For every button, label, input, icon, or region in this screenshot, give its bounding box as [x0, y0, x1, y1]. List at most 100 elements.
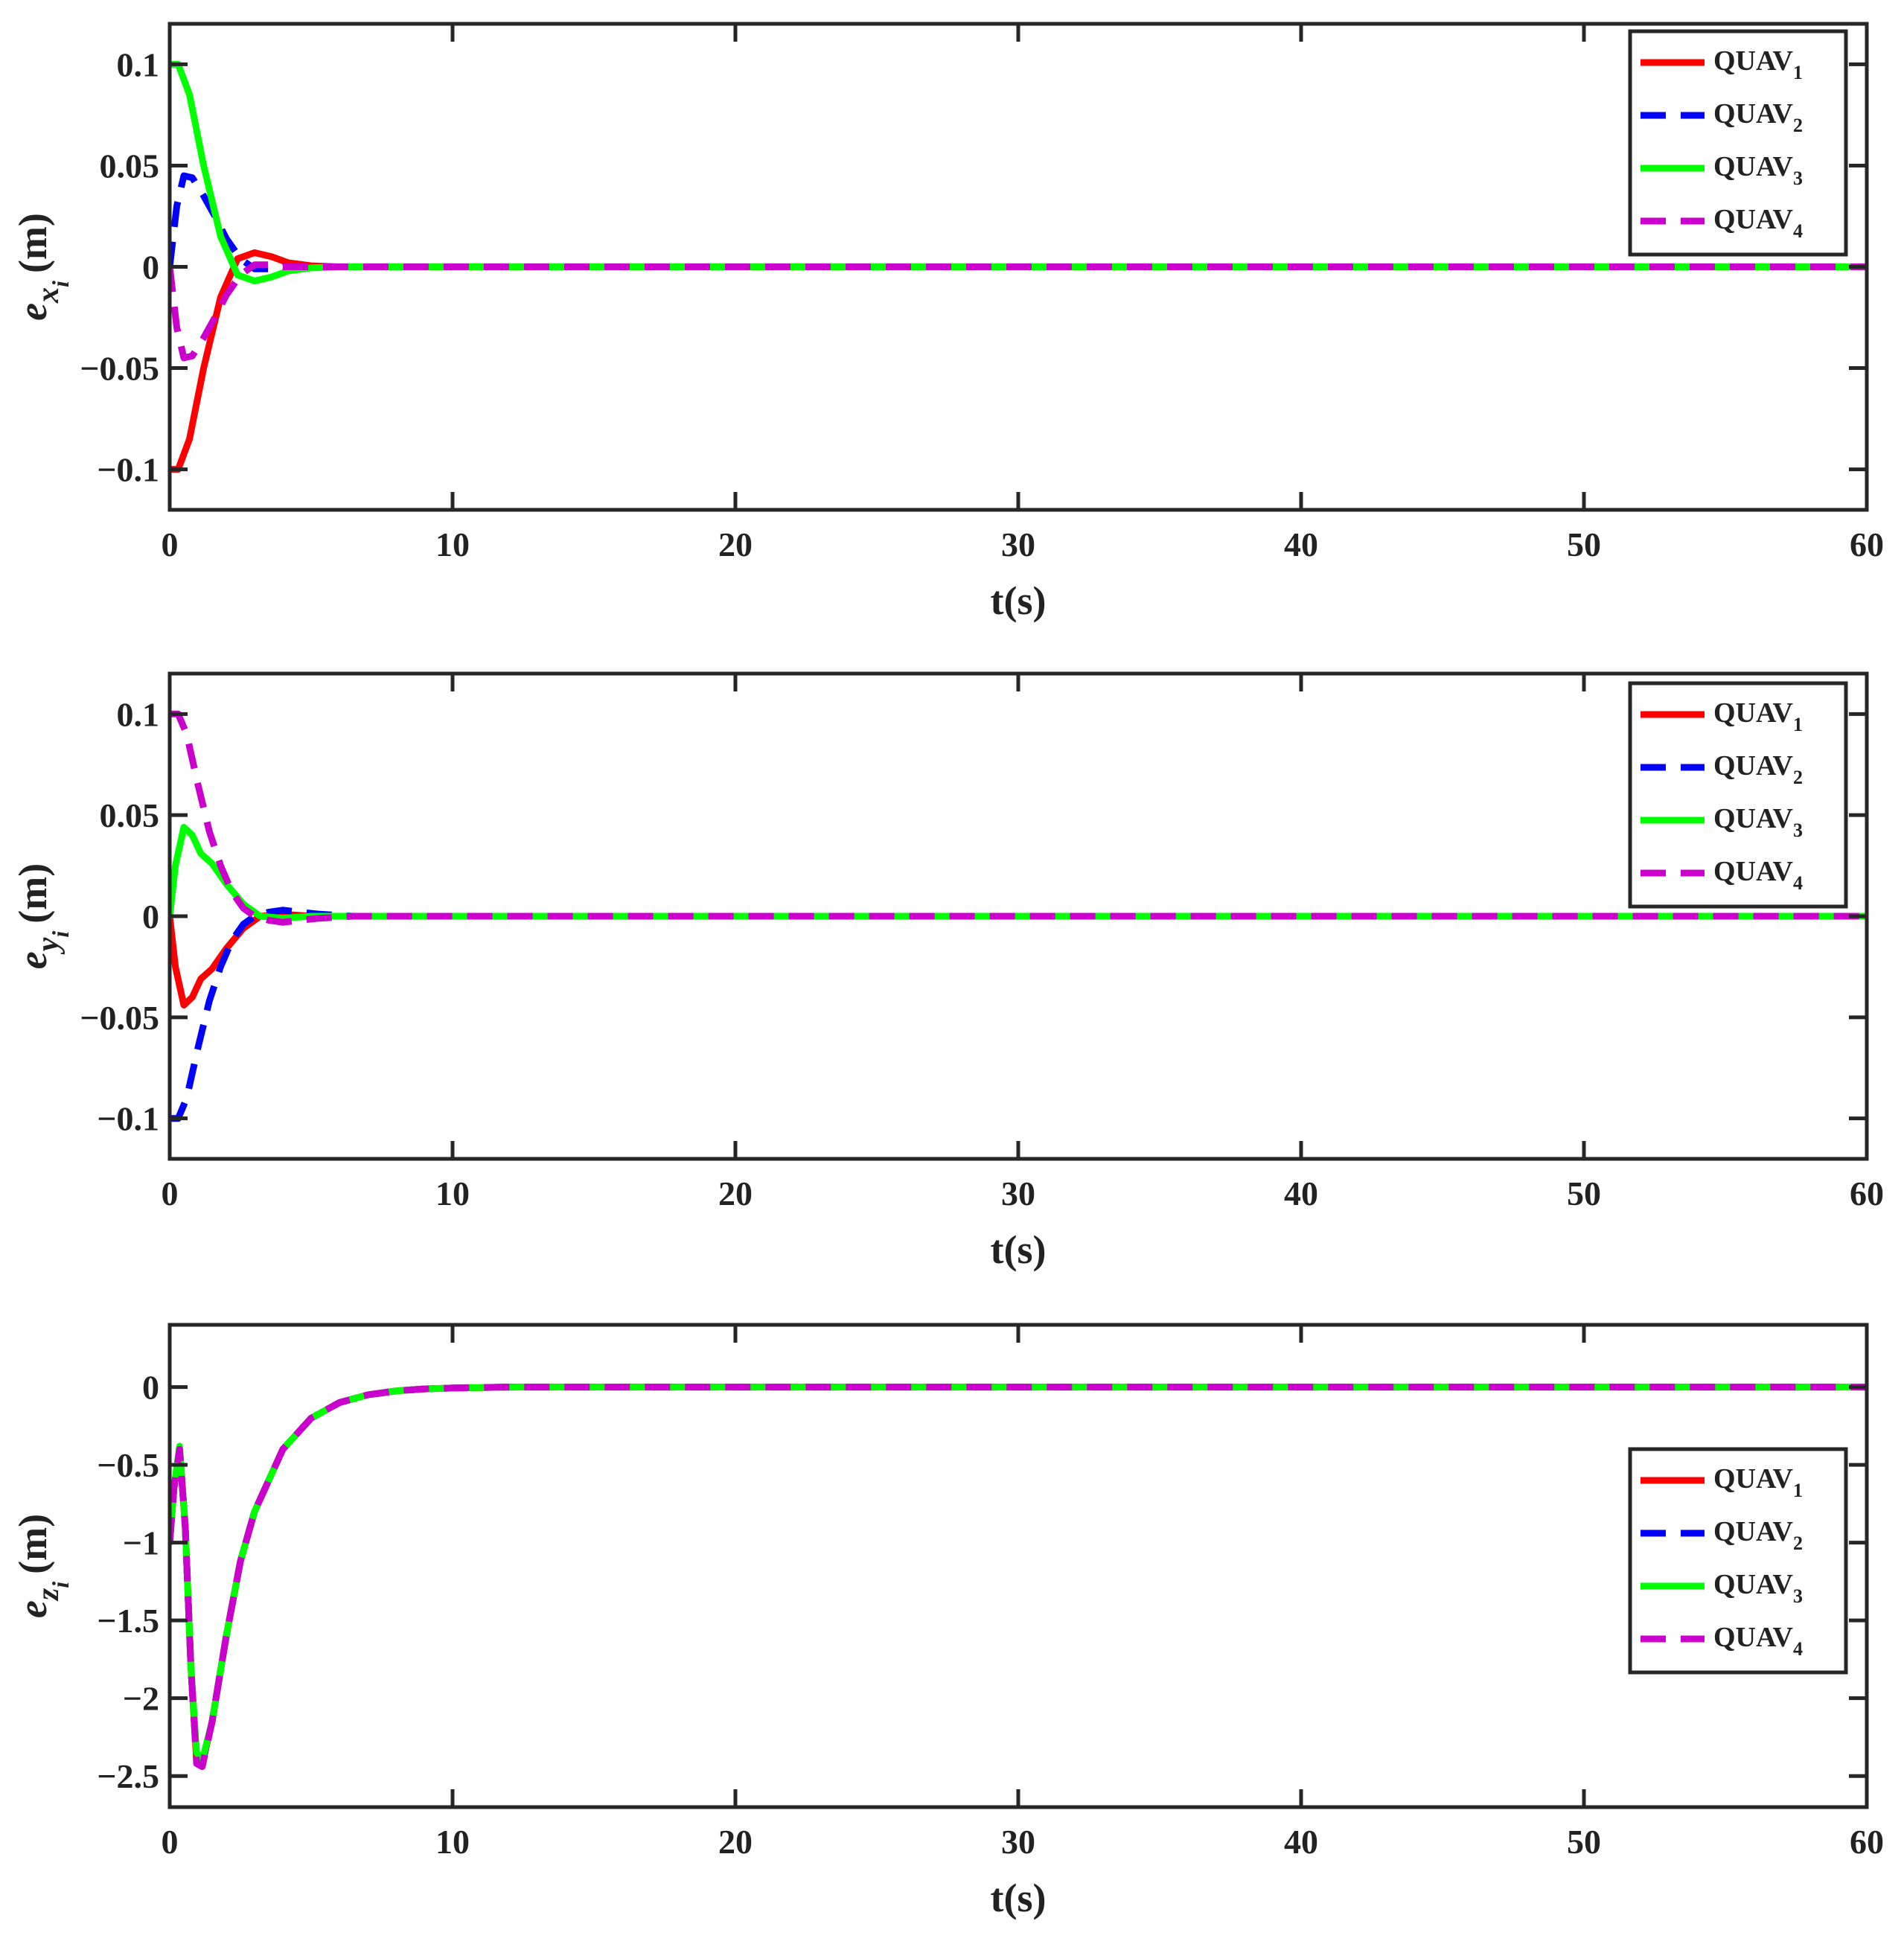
y-tick-label: −0.1 — [97, 451, 159, 489]
x-axis-label: t(s) — [991, 1227, 1047, 1272]
legend-box — [1628, 29, 1848, 257]
y-label-unit: (m) — [10, 213, 55, 273]
x-tick-label: 10 — [435, 1174, 470, 1212]
series-group — [170, 60, 1867, 473]
legend-label-sub: 4 — [1793, 872, 1803, 894]
y-label-subsub: i — [47, 281, 74, 287]
y-label-base: e — [10, 1600, 55, 1618]
legend-box — [1628, 681, 1848, 909]
legend-label-sub: 1 — [1793, 1480, 1803, 1501]
y-axis-label: ezi (m) — [10, 1514, 74, 1618]
legend-label-quav2: QUAV2 — [1713, 1516, 1803, 1554]
y-tick-label: 0.1 — [117, 695, 160, 733]
x-tick-label: 20 — [718, 1174, 753, 1212]
y-label-unit: (m) — [10, 863, 55, 924]
legend-label-name: QUAV — [1713, 1516, 1794, 1547]
y-tick-label: −2.5 — [97, 1757, 159, 1795]
x-tick-label: 50 — [1567, 1174, 1601, 1212]
series-line-quav3 — [170, 1384, 1867, 1764]
legend-label-name: QUAV — [1713, 1463, 1794, 1495]
chart-panel-1: 0 10 20 30 40 50 60 −0.1 −0.05 0 0.05 0.1 t(s) exi (m)… — [10, 22, 1884, 623]
legend-label-name: QUAV — [1713, 45, 1794, 77]
series-line-quav2 — [170, 1384, 1867, 1767]
legend-label-quav2: QUAV2 — [1713, 98, 1803, 136]
legend-label-quav2: QUAV2 — [1713, 750, 1803, 788]
legend-label-sub: 4 — [1793, 220, 1803, 242]
x-tick-label: 30 — [1001, 1823, 1035, 1861]
series-line-quav1 — [170, 1384, 1867, 1767]
x-axis-label: t(s) — [991, 578, 1047, 623]
y-label-unit: (m) — [10, 1514, 55, 1574]
legend-label-sub: 2 — [1793, 115, 1803, 136]
series-line-quav1 — [170, 249, 1867, 473]
legend-label-name: QUAV — [1713, 98, 1794, 130]
series-line-quav2 — [170, 172, 1867, 272]
legend-label-sub: 2 — [1793, 767, 1803, 788]
x-tick-label: 0 — [162, 1174, 179, 1212]
legend-label-sub: 3 — [1793, 819, 1803, 841]
y-label-base: e — [10, 951, 55, 969]
x-tick-label: 60 — [1850, 525, 1884, 563]
chart-panel-3: 0 10 20 30 40 50 60 −2.5 −2 −1.5 −1 −0.5 0 t(s) ezi (m)… — [10, 1323, 1884, 1920]
legend-label-quav3: QUAV3 — [1713, 803, 1803, 841]
y-axis-label: eyi(m) — [10, 863, 74, 969]
y-tick-label: −1.5 — [97, 1602, 159, 1640]
x-axis-label: t(s) — [991, 1876, 1047, 1920]
series-line-quav3 — [170, 60, 1867, 284]
legend-label-sub: 3 — [1793, 167, 1803, 189]
x-tick-label: 0 — [162, 525, 179, 563]
y-axis-label: exi (m) — [10, 213, 74, 321]
x-tick-label: 10 — [435, 1823, 470, 1861]
legend-label-name: QUAV — [1713, 1622, 1794, 1653]
y-tick-label: −0.5 — [97, 1446, 159, 1484]
y-label-base: e — [10, 303, 55, 321]
series-line-quav3 — [170, 824, 1867, 922]
series-line-quav4 — [170, 261, 1867, 362]
series-line-quav1 — [170, 910, 1867, 1009]
x-tick-label: 10 — [435, 525, 470, 563]
axes-box — [167, 1323, 1869, 1809]
legend-label-quav3: QUAV3 — [1713, 151, 1803, 189]
legend-label-name: QUAV — [1713, 204, 1794, 235]
x-tick-label: 40 — [1284, 1823, 1318, 1861]
x-tick-label: 20 — [718, 1823, 753, 1861]
y-tick-label: 0 — [142, 1369, 159, 1407]
chart-panel-2: 0 10 20 30 40 50 60−0.1−0.0500.050.1t(s)eyi(m)… — [10, 671, 1884, 1272]
x-tick-label: 30 — [1001, 1174, 1035, 1212]
y-tick-label: 0 — [142, 249, 159, 287]
legend-label-sub: 1 — [1793, 714, 1803, 735]
x-tick-label: 50 — [1567, 1823, 1601, 1861]
x-tick-label: 40 — [1284, 1174, 1318, 1212]
legend-label-name: QUAV — [1713, 856, 1794, 887]
y-label-subsub: i — [47, 931, 74, 938]
legend-label-quav1: QUAV1 — [1713, 697, 1803, 735]
y-tick-label: −0.05 — [80, 999, 159, 1037]
legend-label-quav4: QUAV4 — [1713, 1622, 1803, 1660]
series-line-quav4 — [170, 1384, 1867, 1771]
series-group — [170, 710, 1867, 1122]
x-tick-label: 20 — [718, 525, 753, 563]
y-tick-label: 0.05 — [100, 147, 160, 185]
y-tick-label: −1 — [123, 1524, 159, 1562]
x-tick-label: 60 — [1850, 1823, 1884, 1861]
legend-label-quav4: QUAV4 — [1713, 204, 1803, 242]
series-line-quav2 — [170, 907, 1867, 1122]
legend-label-sub: 2 — [1793, 1532, 1803, 1554]
legend-label-sub: 4 — [1793, 1638, 1803, 1660]
legend-label-name: QUAV — [1713, 151, 1794, 182]
y-tick-label: 0 — [142, 898, 159, 936]
series-line-quav4 — [170, 710, 1867, 926]
legend-label-name: QUAV — [1713, 750, 1794, 781]
y-tick-label: 0.05 — [100, 796, 160, 834]
y-label-sub: x — [31, 287, 66, 304]
y-tick-label: −2 — [123, 1680, 159, 1718]
y-label-sub: z — [31, 1588, 66, 1602]
legend-box — [1628, 1447, 1848, 1675]
legend-label-sub: 3 — [1793, 1585, 1803, 1607]
legend-label-quav1: QUAV1 — [1713, 1463, 1803, 1501]
